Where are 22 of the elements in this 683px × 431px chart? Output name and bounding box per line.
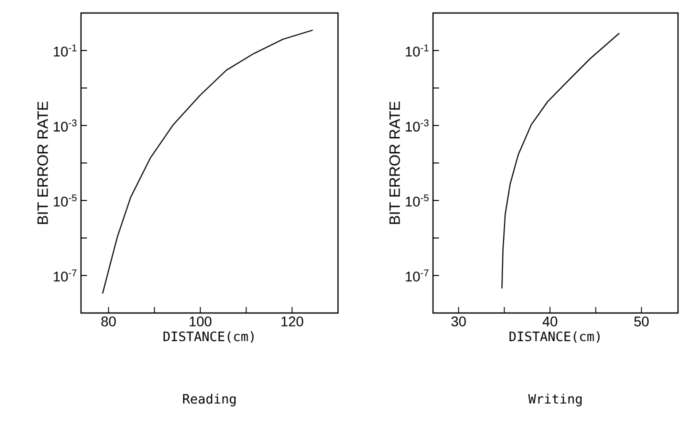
- x-tick-label: 100: [190, 316, 212, 326]
- line-series: [102, 30, 314, 294]
- line-series: [501, 32, 620, 290]
- y-tick-label: 10$^{-7}$: [406, 269, 428, 282]
- x-axis-title: DISTANCE(cm): [164, 331, 254, 343]
- y-tick-label: 10$^{-5}$: [406, 194, 429, 207]
- x-tick-label: 30: [451, 316, 466, 326]
- x-tick-label: 120: [282, 316, 304, 326]
- y-tick-label: 10$^{-5}$: [54, 194, 77, 207]
- y-tick-label: 10$^{-3}$: [406, 119, 429, 132]
- y-axis-title: BIT ERROR RATE: [37, 102, 48, 224]
- x-tick-label: 80: [101, 316, 116, 326]
- text: Writing: [528, 394, 582, 406]
- y-tick-label: 10$^{-3}$: [54, 119, 77, 132]
- y-axis-title: BIT ERROR RATE: [389, 102, 400, 224]
- x-tick-label: 40: [542, 316, 558, 326]
- text: Reading: [183, 394, 236, 406]
- x-tick-label: 50: [634, 316, 649, 326]
- y-tick-label: 10$^{-7}$: [54, 269, 76, 282]
- y-tick-label: 10$^{-1}$: [54, 44, 77, 57]
- x-axis-title: DISTANCE(cm): [510, 331, 600, 343]
- y-tick-label: 10$^{-1}$: [406, 44, 429, 57]
